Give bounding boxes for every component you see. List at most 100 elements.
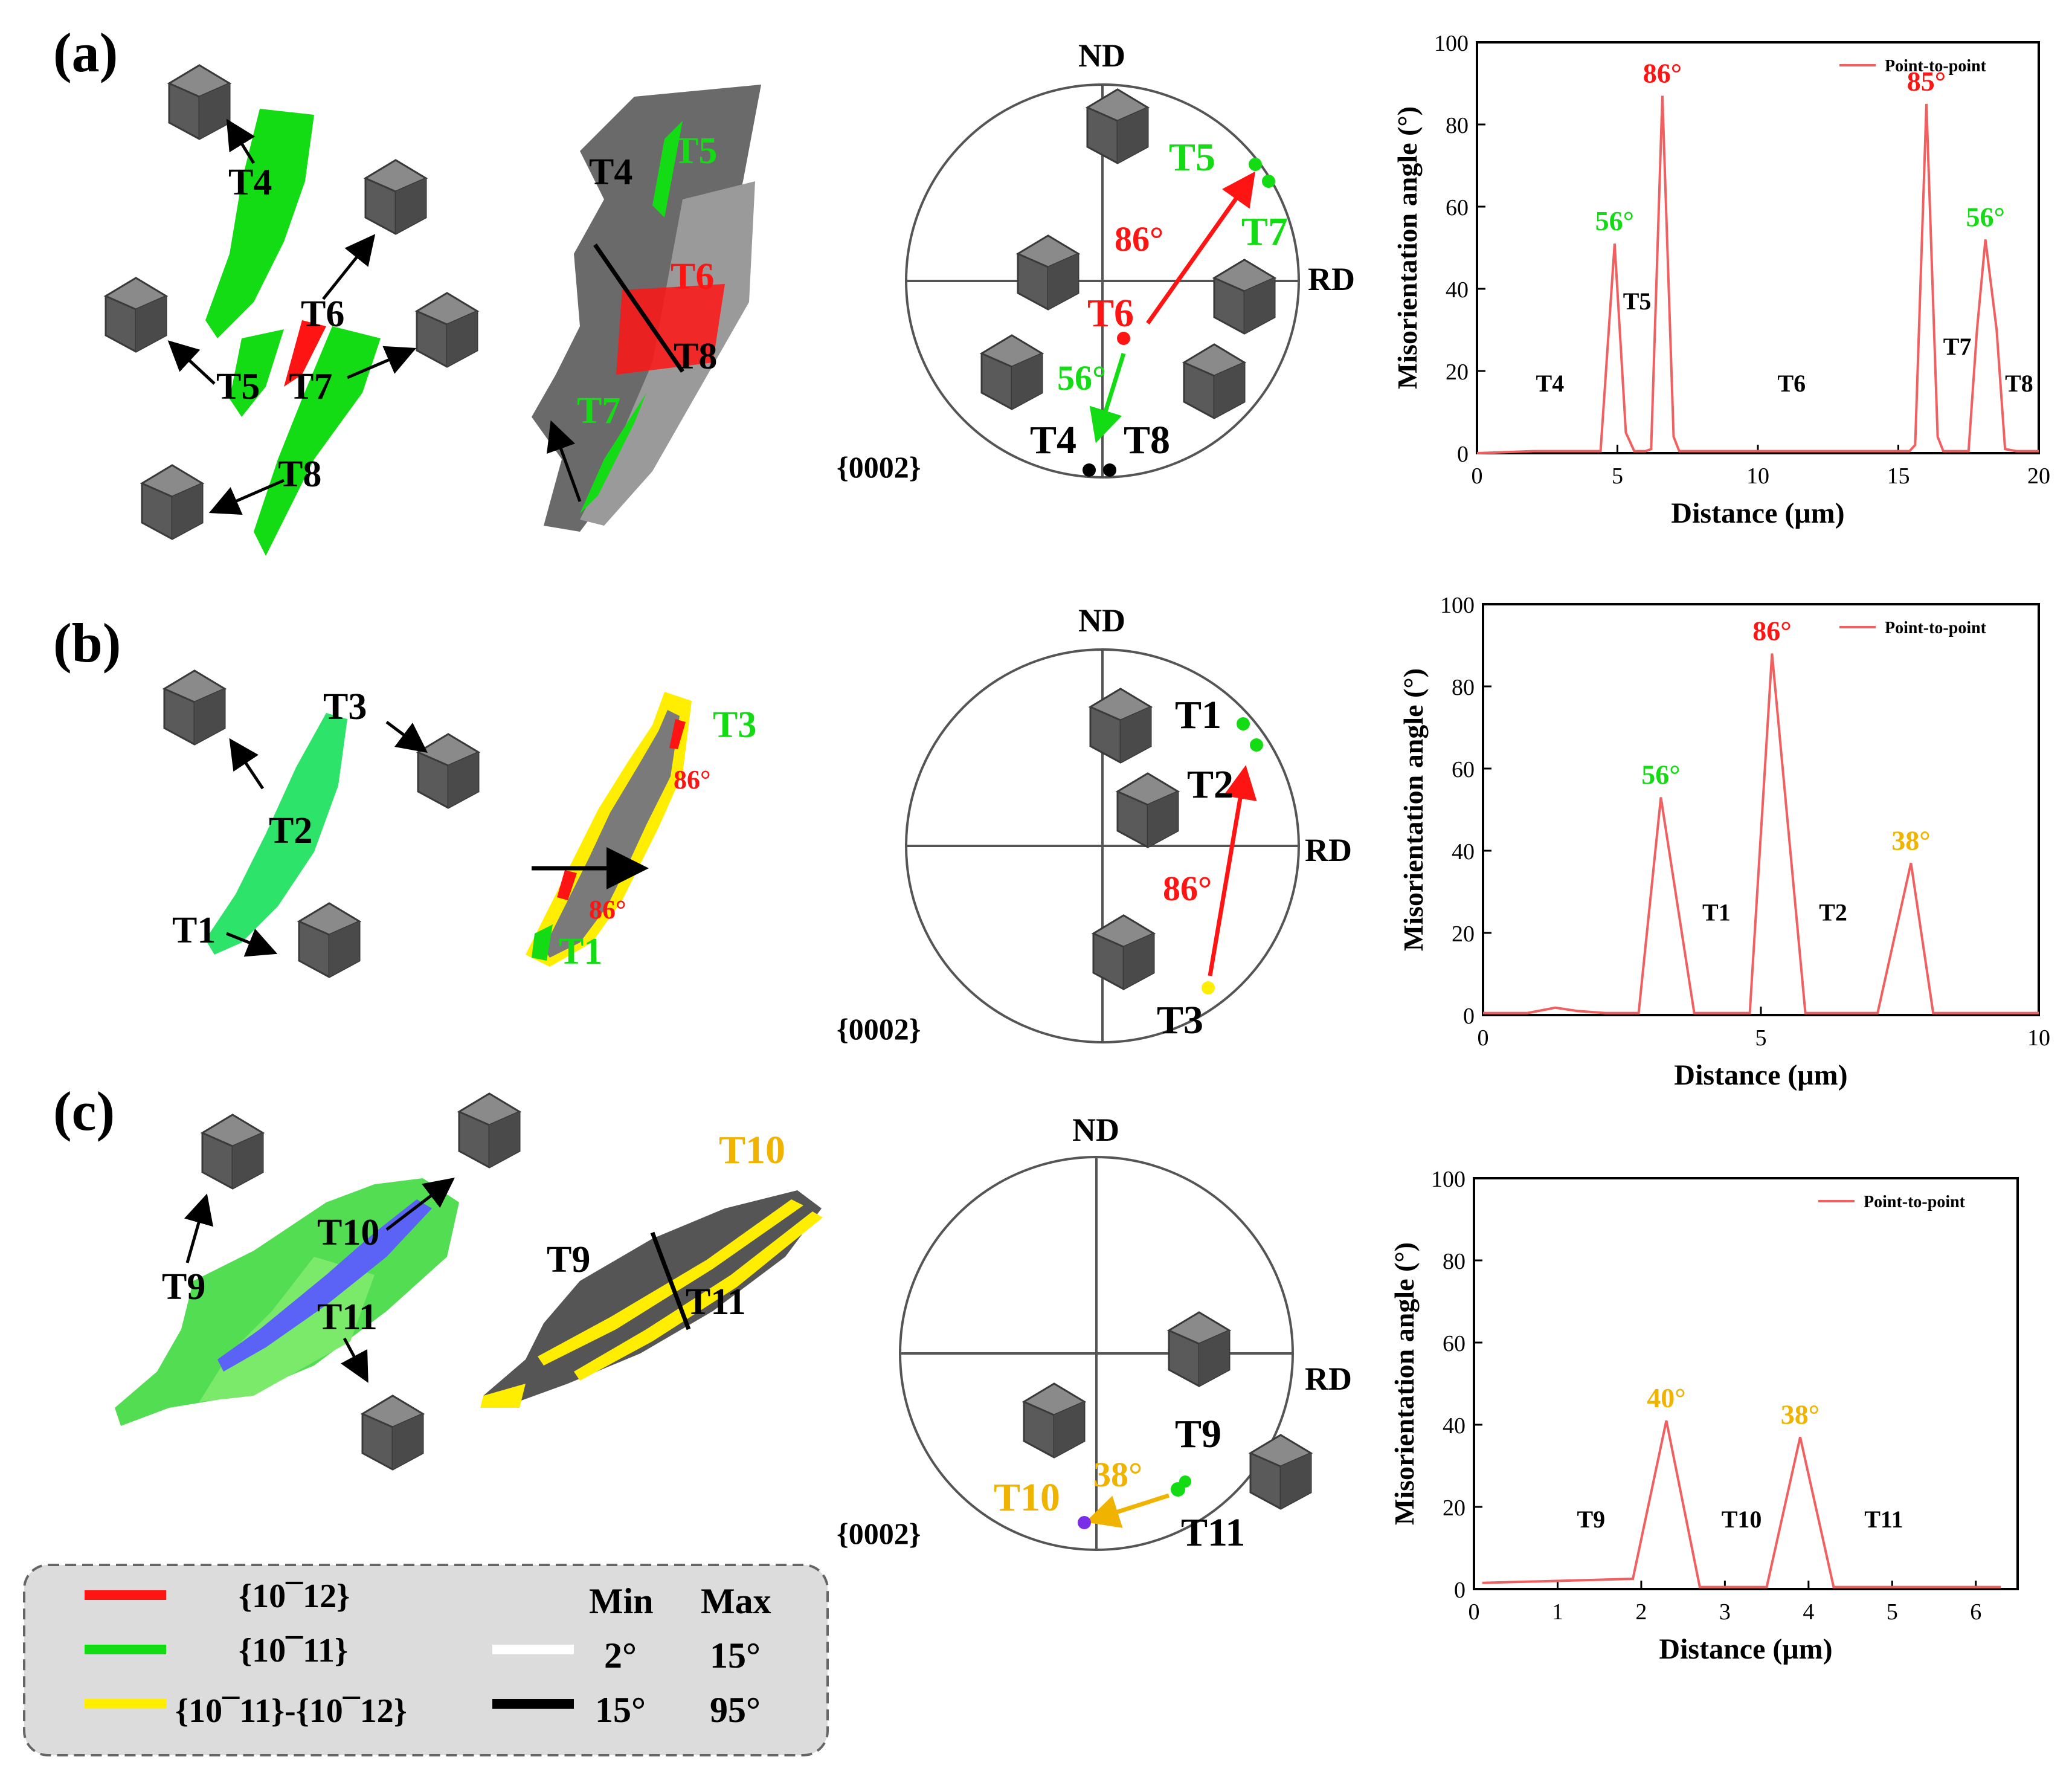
panel-b-pf-dot-t3 xyxy=(1202,981,1215,995)
panel-c-map2-label-t9: T9 xyxy=(547,1239,590,1280)
panel-a-pf-label-t7: T7 xyxy=(1241,210,1288,254)
panel-a-pf-dot-t7 xyxy=(1262,175,1275,188)
legend-head-max: Max xyxy=(701,1581,771,1621)
peak-label: 56° xyxy=(1966,201,2004,232)
panel-a-map2-label-t5: T5 xyxy=(674,131,717,172)
panel-a-pf-label-t6: T6 xyxy=(1087,291,1134,335)
panel-c-arrow-t11 xyxy=(341,1337,368,1383)
panel-a-pf-plane: {0002} xyxy=(837,450,921,484)
panel-a-pf-dot-t5 xyxy=(1249,158,1262,171)
panel-a-green-edge xyxy=(652,121,683,218)
panel-b-crystal-t1 xyxy=(298,902,361,978)
x-tick-label: 10 xyxy=(1746,463,1769,489)
y-axis-label: Misorientation angle (°) xyxy=(1398,668,1429,951)
x-tick-label: 5 xyxy=(1755,1025,1767,1051)
chart-a: 0 20 40 60 80 100 0 5 10 15 20 Distance (μm) Misorie… xyxy=(1392,31,2050,529)
peak-label: 86° xyxy=(1752,616,1791,647)
panel-b-pole-figure: ND RD {0002} T1 T2 86° T3 xyxy=(837,602,1352,1046)
panel-b-pf-nd: ND xyxy=(1078,602,1125,639)
panel-c-pf-dot-t9b xyxy=(1179,1475,1191,1488)
y-tick-label: 80 xyxy=(1452,675,1475,700)
series-line xyxy=(1476,95,2039,454)
panel-a-pf-label-t8: T8 xyxy=(1124,418,1170,462)
x-tick-label: 3 xyxy=(1719,1599,1731,1625)
panel-c-pf-label-t9: T9 xyxy=(1175,1412,1221,1456)
chart-b: 0 20 40 60 80 100 0 5 10 Distance (μm) Misorientat… xyxy=(1398,593,2050,1091)
legend-min-2: 15° xyxy=(595,1690,646,1730)
panel-b-map-label-t2: T2 xyxy=(269,810,312,851)
panel-a-pf-label-56: 56° xyxy=(1057,358,1106,398)
y-tick-label: 40 xyxy=(1446,277,1469,303)
panel-c: (c) T9 T10 T11 T10 T9 T11 xyxy=(53,1080,1352,1555)
region-label: T6 xyxy=(1777,370,1806,397)
y-tick-label: 20 xyxy=(1446,360,1469,385)
panel-b-pf-label-86: 86° xyxy=(1163,869,1212,908)
panel-a-pf-rd: RD xyxy=(1308,261,1355,297)
panel-a-crystal-t5 xyxy=(105,277,167,353)
panel-c-boundary-line xyxy=(650,1231,691,1330)
y-tick-label: 0 xyxy=(1454,1578,1466,1603)
panel-a-pf-dot-t6 xyxy=(1117,332,1130,345)
panel-a-pf-crystal-2 xyxy=(1017,234,1079,311)
x-tick-label: 0 xyxy=(1478,1025,1489,1051)
panel-b-map-label-t3: T3 xyxy=(323,686,367,727)
panel-a-map2-label-t7: T7 xyxy=(577,390,620,431)
legend-max-1: 15° xyxy=(710,1636,761,1675)
panel-c-map-label-t10: T10 xyxy=(317,1212,379,1253)
panel-a-arrow-t5 xyxy=(167,340,216,385)
y-tick-label: 40 xyxy=(1452,839,1475,865)
panel-c-pf-arrow-orange xyxy=(1085,1493,1170,1528)
panel-b-label: (b) xyxy=(53,612,121,674)
panel-a-pf-label-t4: T4 xyxy=(1030,418,1076,462)
region-label: T7 xyxy=(1943,333,1972,360)
panel-c-yellow-edge xyxy=(480,1384,526,1408)
legend-label-combined: {10¯11}-{10¯12} xyxy=(175,1692,407,1730)
panel-b-arrow-t3 xyxy=(385,721,428,753)
legend-box: {10¯12} {10¯11} {10¯11}-{10¯12} Min Max … xyxy=(23,1564,829,1756)
series-line xyxy=(1483,653,2039,1014)
panel-b-pf-dot-t1 xyxy=(1237,717,1250,730)
panel-c-blue-twin xyxy=(217,1199,432,1372)
panel-a-crystal-t8 xyxy=(141,464,204,540)
panel-c-pf-label-t10: T10 xyxy=(994,1475,1060,1520)
panel-b-pf-crystal-1 xyxy=(1089,688,1152,764)
panel-a-crystal-t6 xyxy=(364,159,427,235)
panel-c-pf-label-38: 38° xyxy=(1093,1455,1142,1494)
panel-a-arrow-t4 xyxy=(226,118,256,164)
panel-c-pf-crystal-2 xyxy=(1023,1382,1086,1459)
y-tick-label: 0 xyxy=(1457,442,1469,467)
peak-label: 56° xyxy=(1595,205,1634,236)
panel-b-green-edge xyxy=(532,924,553,961)
chart-frame xyxy=(1473,1177,2019,1590)
x-tick-label: 0 xyxy=(1472,463,1483,489)
region-label: T4 xyxy=(1536,370,1565,397)
x-tick-label: 6 xyxy=(1970,1599,1981,1625)
y-tick-label: 60 xyxy=(1446,195,1469,221)
panel-c-arrow-t9 xyxy=(184,1193,214,1263)
panel-c-arrow-t10 xyxy=(385,1177,455,1231)
panel-c-boundary-map: T10 T9 T11 xyxy=(480,1128,823,1408)
panel-b-pf-plane: {0002} xyxy=(837,1012,921,1046)
panel-a-pf-arrow-green xyxy=(1089,352,1126,443)
x-axis-label: Distance (μm) xyxy=(1674,1059,1847,1091)
panel-a-map2-label-t8: T8 xyxy=(674,336,717,377)
x-tick-label: 5 xyxy=(1887,1599,1898,1625)
x-tick-label: 2 xyxy=(1635,1599,1647,1625)
panel-b-map2-label-t3: T3 xyxy=(713,705,756,746)
panel-c-pf-nd: ND xyxy=(1072,1112,1119,1148)
x-tick-label: 5 xyxy=(1612,463,1623,489)
panel-a-pf-dot-t8 xyxy=(1103,463,1116,477)
panel-c-pf-plane: {0002} xyxy=(837,1517,921,1550)
legend-max-2: 95° xyxy=(710,1690,761,1730)
panel-a-pf-arrow-red xyxy=(1146,171,1256,325)
peak-label: 38° xyxy=(1781,1399,1819,1430)
panel-c-pf-crystal-3 xyxy=(1249,1434,1312,1510)
y-tick-label: 100 xyxy=(1431,1167,1466,1192)
panel-c-twin-map: T9 T10 T11 xyxy=(115,1092,521,1471)
panel-a-pf-label-86: 86° xyxy=(1115,219,1163,259)
y-tick-label: 100 xyxy=(1434,31,1469,56)
y-axis-label: Misorientation angle (°) xyxy=(1389,1242,1420,1525)
panel-c-pf-label-t11: T11 xyxy=(1181,1511,1245,1555)
legend-box-frame xyxy=(23,1564,829,1756)
panel-c-map2-label-t11: T11 xyxy=(686,1282,746,1323)
